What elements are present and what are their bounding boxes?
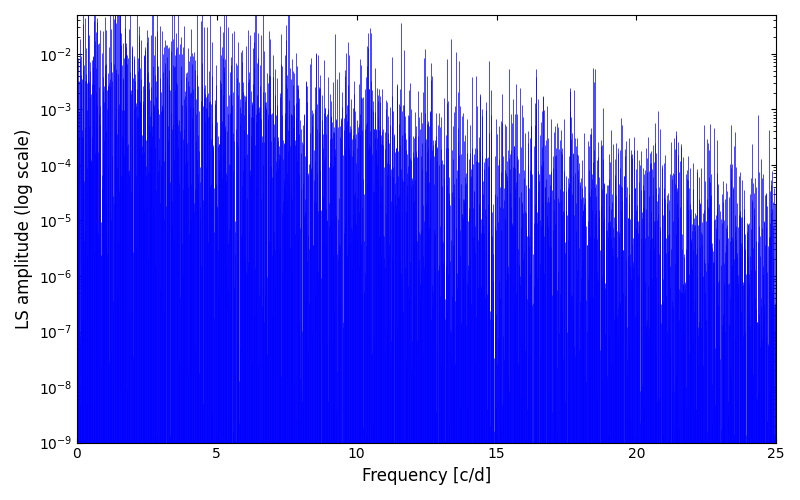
X-axis label: Frequency [c/d]: Frequency [c/d] [362, 467, 491, 485]
Y-axis label: LS amplitude (log scale): LS amplitude (log scale) [15, 128, 33, 329]
